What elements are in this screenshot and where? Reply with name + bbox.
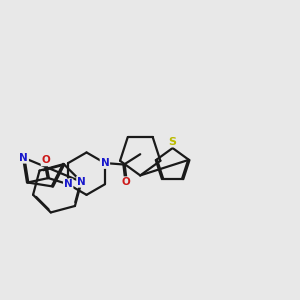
Text: O: O — [41, 155, 50, 165]
Text: N: N — [20, 153, 28, 163]
Text: O: O — [121, 177, 130, 187]
Text: S: S — [169, 136, 177, 147]
Text: N: N — [64, 179, 73, 189]
Text: N: N — [77, 177, 86, 187]
Text: N: N — [100, 158, 109, 168]
